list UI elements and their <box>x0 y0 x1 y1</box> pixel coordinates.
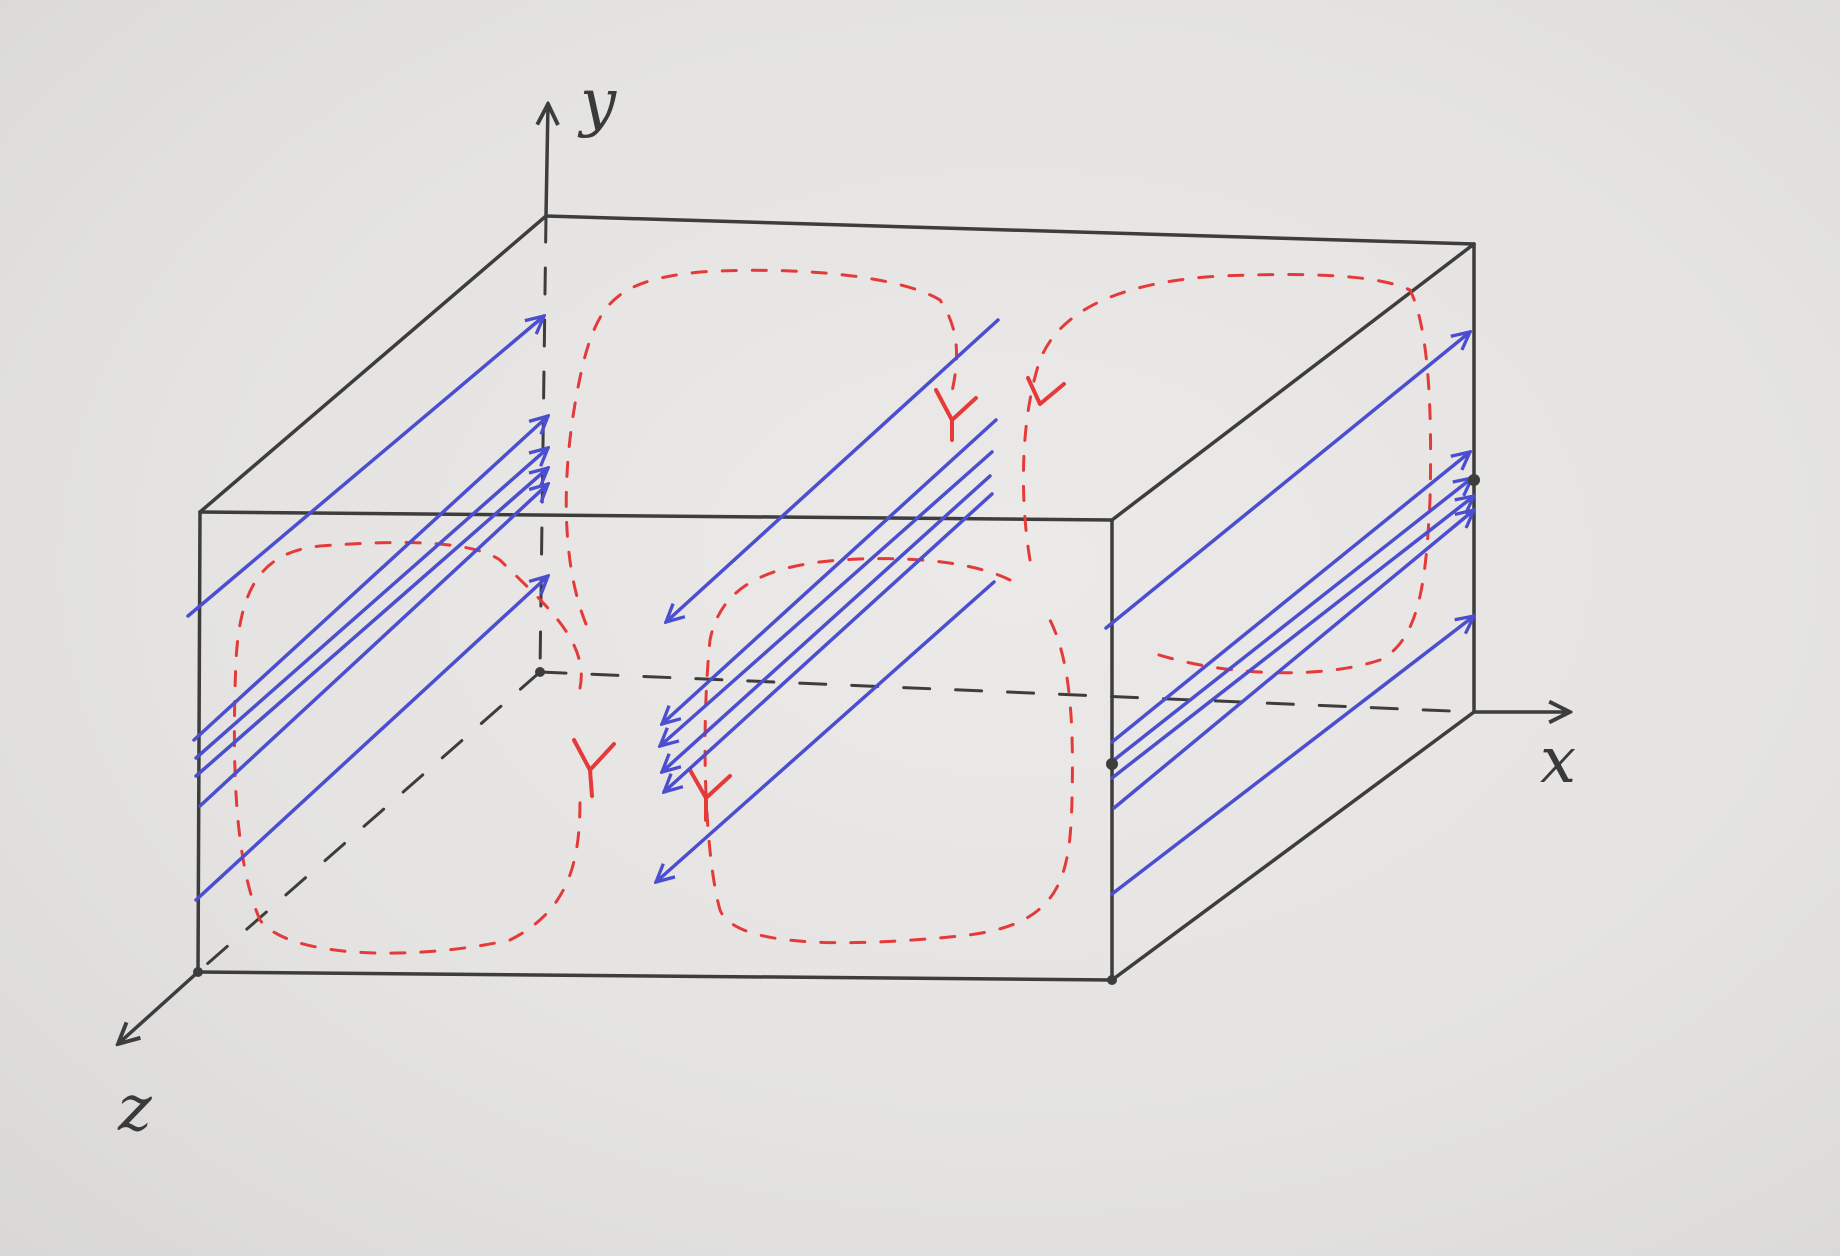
front-left-edge <box>196 510 202 974</box>
blue-flow-arrow <box>666 318 1000 622</box>
blue-flow-arrow <box>1110 452 1470 744</box>
blue-flow-arrow <box>194 468 548 778</box>
box-solid-edges <box>196 214 1476 982</box>
z-axis <box>118 970 200 1044</box>
edge-dot <box>193 967 203 977</box>
blue-flow-arrow <box>1112 510 1474 810</box>
x-axis-label: x <box>1540 724 1576 798</box>
red-chevron-marker <box>934 388 978 442</box>
red-chevron-marker <box>688 768 732 822</box>
right-cell-back-loop <box>1021 273 1433 675</box>
front-top-edge <box>198 510 1114 522</box>
red-chevron-marker <box>572 738 616 798</box>
left-cell-front-loop <box>232 541 583 955</box>
axes <box>118 104 1570 1044</box>
y-axis-label: y <box>577 66 617 140</box>
blue-flow-arrow <box>656 580 996 882</box>
blue-flow-right-face <box>1104 332 1474 896</box>
z-axis-label: z <box>117 1072 153 1146</box>
red-direction-markers <box>572 376 1066 822</box>
top-left-depth-edge <box>198 214 548 514</box>
blue-flow-arrow <box>662 418 998 724</box>
box-hidden-edges <box>196 214 1476 974</box>
right-cell-front-loop <box>703 557 1074 945</box>
edge-dot <box>1106 758 1118 770</box>
hidden-bottom-left-depth-edge <box>196 670 542 974</box>
edge-dot <box>1107 975 1117 985</box>
red-convection-cells <box>232 268 1433 955</box>
blue-flow-arrow <box>1104 332 1470 630</box>
back-top-edge <box>544 214 1476 246</box>
blue-flow-left-face <box>186 316 548 902</box>
blue-flow-arrow <box>194 448 548 760</box>
hidden-back-bottom-edge <box>538 670 1476 714</box>
blue-flow-arrow <box>192 416 548 742</box>
y-axis <box>546 104 548 218</box>
blue-flow-arrow <box>194 576 548 902</box>
blue-flow-arrow <box>662 474 992 772</box>
edge-dots <box>193 474 1480 985</box>
blue-flow-arrow <box>664 492 994 792</box>
top-right-depth-edge <box>1110 242 1476 522</box>
left-cell-back-loop <box>564 268 958 626</box>
blue-flow-middle <box>656 318 1000 882</box>
blue-flow-arrow <box>186 316 544 618</box>
blue-flow-arrow <box>198 484 548 808</box>
front-bottom-edge <box>196 970 1114 982</box>
hidden-back-left-edge <box>538 214 548 674</box>
blue-flow-arrow <box>1112 478 1472 762</box>
edge-dot <box>1468 474 1480 486</box>
blue-flow-arrow <box>660 450 994 746</box>
blue-flow-arrow <box>1110 616 1474 896</box>
red-chevron-marker <box>1026 376 1066 406</box>
bottom-right-depth-edge <box>1110 710 1476 982</box>
edge-dot <box>535 667 545 677</box>
blue-flow-arrow <box>1110 496 1474 780</box>
